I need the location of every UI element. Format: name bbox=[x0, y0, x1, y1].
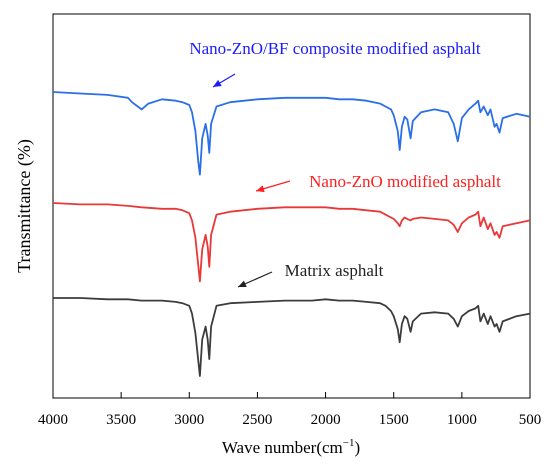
spectra-series bbox=[52, 91, 531, 377]
x-tick-label: 2500 bbox=[242, 412, 272, 428]
x-tick-label: 500 bbox=[519, 412, 542, 428]
x-tick-label: 3000 bbox=[174, 412, 204, 428]
annotations: Nano-ZnO/BF composite modified asphalt Na… bbox=[189, 39, 501, 288]
y-axis-label: Transmittance (%) bbox=[14, 139, 35, 273]
x-axis-label-text: Wave number(cm bbox=[222, 438, 343, 457]
x-tick-label: 3500 bbox=[106, 412, 136, 428]
annotation-label-2: Matrix asphalt bbox=[285, 261, 384, 280]
annotation-label-0: Nano-ZnO/BF composite modified asphalt bbox=[189, 39, 481, 58]
x-axis-label-close: ) bbox=[354, 438, 360, 457]
annotation-arrowhead-0 bbox=[213, 79, 222, 87]
x-tick-label: 1500 bbox=[379, 412, 409, 428]
annotation-arrowhead-1 bbox=[256, 185, 265, 193]
x-tick-label: 1000 bbox=[447, 412, 477, 428]
annotation-arrowhead-2 bbox=[238, 280, 247, 287]
spectrum-line-1 bbox=[52, 202, 531, 283]
x-axis-label: Wave number(cm−1) bbox=[222, 437, 360, 457]
x-axis-label-superscript: −1 bbox=[343, 437, 355, 449]
x-tick-label: 2000 bbox=[311, 412, 341, 428]
spectrum-line-0 bbox=[52, 91, 531, 176]
annotation-label-1: Nano-ZnO modified asphalt bbox=[309, 172, 501, 191]
plot-frame bbox=[52, 13, 531, 399]
spectrum-line-2 bbox=[53, 297, 531, 377]
x-tick-label: 4000 bbox=[38, 412, 68, 428]
x-axis-ticks: 4000 3500 3000 2500 2000 1500 1000 500 bbox=[38, 392, 541, 428]
